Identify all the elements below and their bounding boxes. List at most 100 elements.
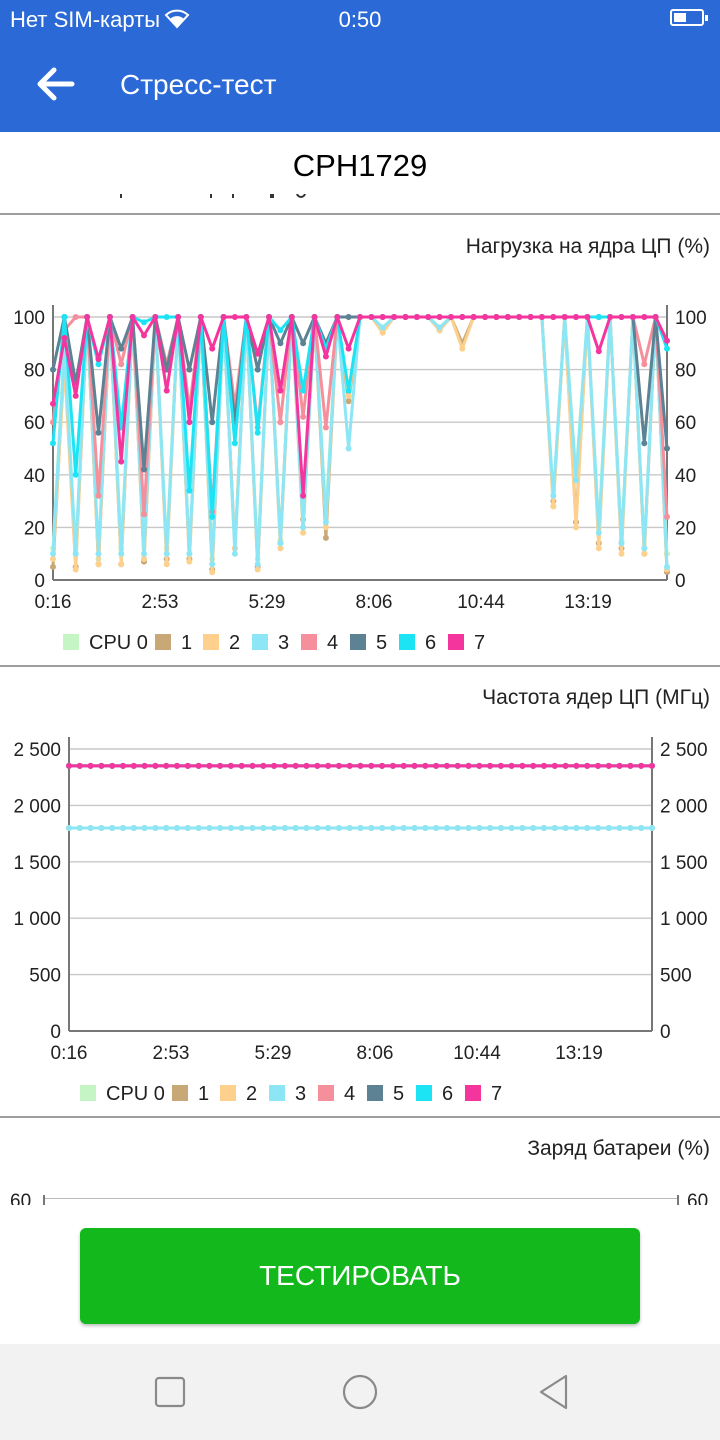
x-tick-label: 2:53 <box>142 592 179 613</box>
y-tick-label-left: 1 000 <box>13 909 61 930</box>
data-point <box>638 825 645 831</box>
data-point <box>152 314 159 320</box>
legend-label: CPU 0 <box>89 632 148 654</box>
data-point <box>175 314 182 320</box>
data-point <box>141 825 148 831</box>
data-point <box>271 825 278 831</box>
data-point <box>551 762 558 769</box>
data-point <box>118 561 125 568</box>
data-point <box>497 825 504 831</box>
data-point <box>595 825 601 831</box>
legend-swatch <box>448 634 464 650</box>
data-point <box>459 345 466 352</box>
recent-apps-square-icon[interactable] <box>152 1374 188 1410</box>
data-point <box>76 825 83 831</box>
data-point <box>76 762 83 769</box>
data-point <box>209 569 216 576</box>
legend-swatch <box>318 1085 334 1101</box>
data-point <box>595 348 602 355</box>
data-point <box>141 511 147 518</box>
data-point <box>664 513 670 520</box>
data-point <box>357 825 364 831</box>
legend-label: 5 <box>393 1083 404 1105</box>
data-point <box>346 762 353 769</box>
data-point <box>497 762 504 769</box>
back-triangle-icon[interactable] <box>536 1374 572 1410</box>
data-point <box>209 419 216 426</box>
data-point <box>664 337 670 344</box>
data-point <box>454 762 461 769</box>
data-point <box>281 825 288 831</box>
section-divider <box>0 665 720 667</box>
data-point <box>541 825 547 831</box>
data-point <box>260 825 267 831</box>
data-point <box>664 445 670 452</box>
battery-chart-title: Заряд батареи (%) <box>527 1137 710 1160</box>
data-point <box>300 387 307 394</box>
data-point <box>641 545 648 552</box>
data-point <box>314 762 321 769</box>
data-point <box>379 329 386 336</box>
data-point <box>573 477 579 484</box>
data-point <box>141 332 147 339</box>
data-point <box>120 762 126 769</box>
x-tick-label: 0:16 <box>51 1043 88 1064</box>
legend-swatch <box>80 1085 96 1101</box>
data-point <box>174 762 180 769</box>
legend-label: 5 <box>376 632 387 654</box>
data-point <box>436 314 443 320</box>
data-point <box>231 314 238 320</box>
x-tick-label: 8:06 <box>357 1043 394 1064</box>
legend-label: 4 <box>344 1083 355 1105</box>
data-point <box>72 392 79 399</box>
y-tick-label-right: 1 500 <box>660 853 708 874</box>
data-point <box>411 825 418 831</box>
legend-label: CPU 0 <box>106 1083 165 1105</box>
legend-swatch <box>416 1085 432 1101</box>
data-point <box>436 324 443 331</box>
y-tick-label-left: 500 <box>29 966 61 987</box>
data-point <box>325 762 332 769</box>
data-point <box>243 314 250 320</box>
data-point <box>334 314 341 320</box>
data-point <box>504 314 511 320</box>
legend-swatch <box>63 634 79 650</box>
legend-swatch <box>252 634 268 650</box>
navigation-bar <box>0 1344 720 1440</box>
data-point <box>618 540 625 547</box>
data-point <box>281 762 288 769</box>
data-point <box>95 492 102 499</box>
data-point <box>595 529 602 536</box>
data-point <box>345 345 352 352</box>
data-point <box>300 529 307 536</box>
data-point <box>206 762 213 769</box>
data-point <box>209 513 216 520</box>
test-button[interactable]: ТЕСТИРОВАТЬ <box>80 1228 640 1324</box>
y-tick-label-left: 2 000 <box>13 796 61 817</box>
data-point <box>346 825 353 831</box>
data-point <box>300 492 307 499</box>
legend-swatch <box>367 1085 383 1101</box>
legend-swatch <box>220 1085 236 1101</box>
data-point <box>584 825 591 831</box>
data-point <box>584 314 591 320</box>
data-point <box>271 762 278 769</box>
data-point <box>303 825 310 831</box>
data-point <box>50 400 56 407</box>
data-point <box>118 345 125 352</box>
data-point <box>605 762 612 769</box>
data-point <box>266 314 272 320</box>
data-point <box>50 556 56 562</box>
data-point <box>335 762 342 769</box>
data-point <box>459 314 466 320</box>
x-tick-label: 0:16 <box>35 592 72 613</box>
data-point <box>254 350 261 357</box>
back-arrow-icon[interactable] <box>36 66 76 102</box>
data-point <box>186 419 193 426</box>
home-circle-icon[interactable] <box>342 1374 378 1410</box>
legend-label: 2 <box>246 1083 257 1105</box>
y-tick-label-right: 2 000 <box>660 796 708 817</box>
battery-axis-left <box>43 1195 45 1205</box>
data-point <box>368 825 375 831</box>
y-tick-label-right: 0 <box>660 1022 671 1043</box>
